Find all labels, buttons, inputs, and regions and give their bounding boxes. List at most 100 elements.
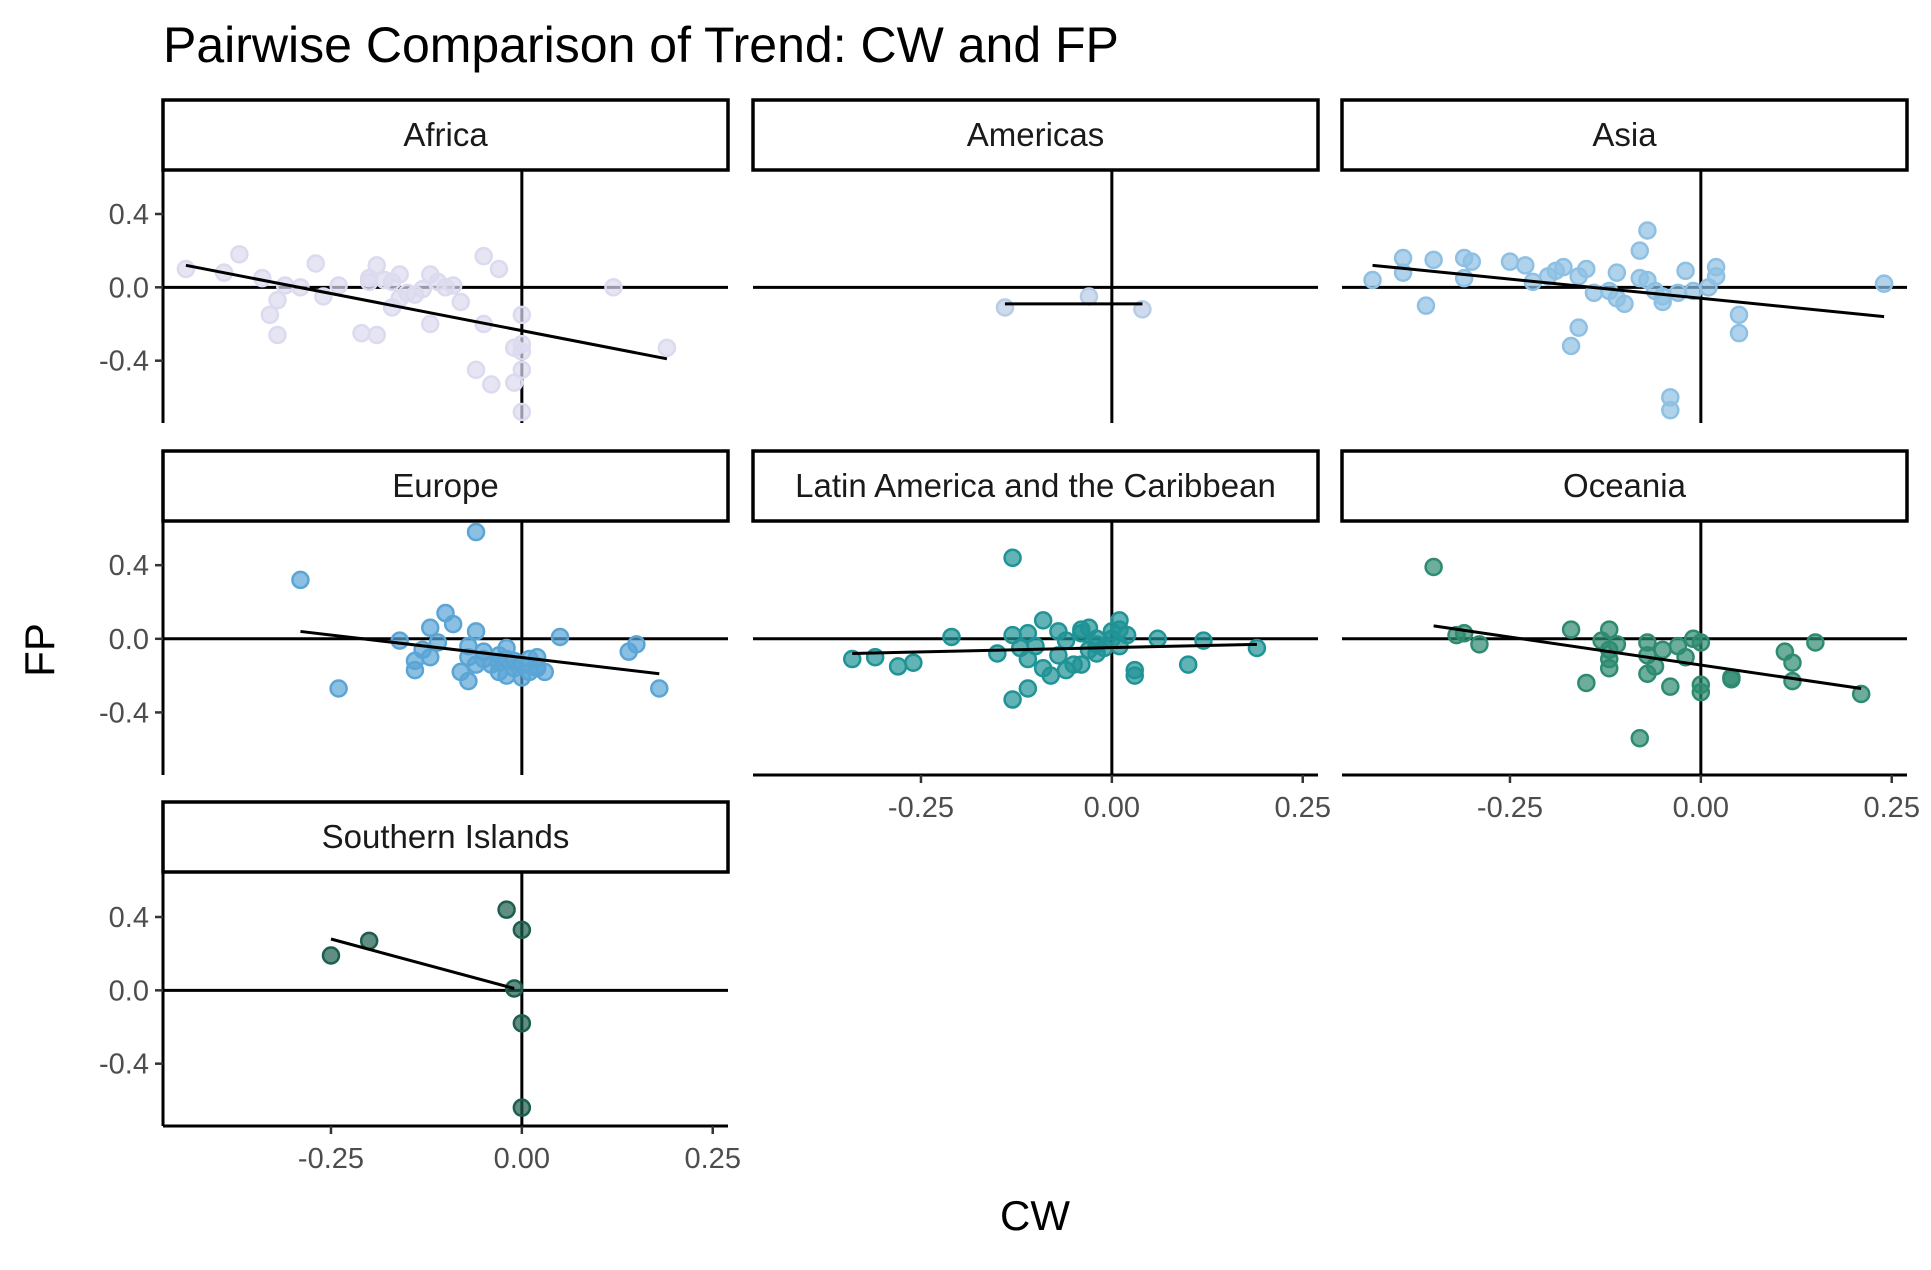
data-point xyxy=(367,256,387,275)
data-point xyxy=(512,342,532,361)
data-point xyxy=(1806,633,1825,652)
x-tick-label: 0.25 xyxy=(1275,792,1331,824)
data-point xyxy=(1874,274,1894,293)
data-point xyxy=(843,649,862,669)
data-point xyxy=(352,323,371,343)
strip-box xyxy=(1340,98,1909,172)
data-point xyxy=(489,259,509,279)
strip-label: Southern Islands xyxy=(322,818,570,855)
data-point xyxy=(1470,635,1489,654)
data-point xyxy=(1079,287,1099,306)
data-point xyxy=(1424,250,1443,270)
data-point xyxy=(550,627,570,647)
panel-southern-islands: Southern Islands 0.4 0.0 -0.4 -0.25 0.00 0.25 xyxy=(99,800,741,1175)
data-point xyxy=(995,298,1015,317)
data-point xyxy=(1424,557,1443,577)
y-tick-label: 0.4 xyxy=(109,902,149,934)
data-point xyxy=(1041,666,1061,685)
data-point xyxy=(482,375,501,394)
y-tick-label: 0.0 xyxy=(109,975,149,1007)
data-point xyxy=(466,360,486,380)
data-point xyxy=(904,653,923,672)
data-point xyxy=(512,360,532,380)
panel-africa: Africa 0.4 0.0 -0.4 xyxy=(99,98,730,423)
data-point xyxy=(1577,259,1596,279)
y-tick-label: 0.0 xyxy=(109,272,149,304)
data-point xyxy=(1003,690,1022,709)
data-point xyxy=(230,245,249,264)
data-point xyxy=(1599,620,1619,639)
y-tick-label: 0.4 xyxy=(109,550,149,582)
data-point xyxy=(1661,677,1680,696)
data-point xyxy=(443,614,463,634)
data-point xyxy=(466,622,486,641)
data-point xyxy=(420,647,440,667)
data-point xyxy=(1851,684,1871,704)
strip-box xyxy=(751,98,1320,172)
data-point xyxy=(1729,305,1749,325)
data-point xyxy=(888,657,908,676)
strip-box xyxy=(161,449,730,523)
facet-panels: Africa 0.4 0.0 -0.4 Americas Asia Europe 0.4 0.0… xyxy=(99,98,1920,1175)
y-tick-label: -0.4 xyxy=(99,346,149,378)
data-point xyxy=(1561,336,1581,356)
data-point xyxy=(459,671,478,691)
data-point xyxy=(176,259,196,279)
x-tick-label: -0.25 xyxy=(298,1143,364,1175)
strip-label: Latin America and the Caribbean xyxy=(795,467,1276,504)
data-point xyxy=(1607,635,1627,654)
data-point xyxy=(627,635,646,654)
data-point xyxy=(1615,294,1634,314)
data-point xyxy=(474,246,493,266)
trend-line xyxy=(185,263,668,361)
data-point xyxy=(512,1098,532,1117)
data-point xyxy=(1247,638,1267,658)
data-point xyxy=(367,325,387,345)
data-point xyxy=(1454,624,1474,643)
y-tick-label: -0.4 xyxy=(99,697,149,729)
data-point xyxy=(306,254,325,273)
data-point xyxy=(1661,400,1680,420)
data-point xyxy=(1722,670,1741,689)
data-point xyxy=(1630,728,1650,748)
data-point xyxy=(1668,283,1688,303)
data-point xyxy=(1026,636,1045,656)
strip-label: Africa xyxy=(403,116,488,153)
trend-line xyxy=(300,629,660,676)
data-point xyxy=(1561,620,1581,639)
data-point xyxy=(260,305,280,325)
trend-line xyxy=(330,937,515,990)
data-point xyxy=(413,279,432,299)
data-point xyxy=(512,1014,532,1033)
data-point xyxy=(1691,682,1711,702)
y-tick-label: 0.4 xyxy=(109,199,149,231)
y-tick-label: -0.4 xyxy=(99,1049,149,1081)
data-point xyxy=(1783,653,1802,672)
x-tick-label: 0.00 xyxy=(494,1143,550,1175)
trend-line xyxy=(1433,624,1862,690)
trend-line xyxy=(1372,263,1885,319)
data-point xyxy=(1056,631,1076,650)
data-point xyxy=(1706,257,1726,277)
strip-label: Europe xyxy=(392,467,498,504)
data-point xyxy=(657,338,677,358)
data-point xyxy=(291,570,310,590)
data-point xyxy=(1018,679,1038,698)
data-point xyxy=(1676,261,1695,281)
strip-label: Asia xyxy=(1592,116,1657,153)
data-point xyxy=(512,402,532,422)
data-point xyxy=(321,946,341,965)
data-point xyxy=(1148,629,1167,649)
x-tick-label: 0.25 xyxy=(685,1143,741,1175)
trend-line xyxy=(852,642,1257,656)
data-point xyxy=(1630,241,1650,260)
data-point xyxy=(1607,263,1627,282)
data-point xyxy=(268,290,287,310)
chart-title: Pairwise Comparison of Trend: CW and FP xyxy=(163,17,1119,73)
panel-europe: Europe 0.4 0.0 -0.4 xyxy=(99,449,730,775)
data-point xyxy=(1691,633,1711,652)
x-axis-title: CW xyxy=(1000,1192,1070,1239)
data-point xyxy=(405,660,425,680)
strip-box xyxy=(161,98,730,172)
data-point xyxy=(443,276,463,295)
